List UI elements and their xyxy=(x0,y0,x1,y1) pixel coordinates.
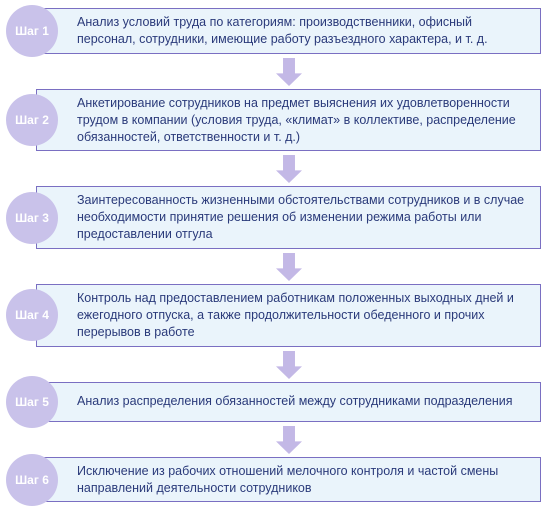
step-box: Анализ распределения обязанностей между … xyxy=(36,382,541,422)
step-box: Исключение из рабочих отношений мелочног… xyxy=(36,457,541,503)
step-row: Анкетирование сотрудников на предмет выя… xyxy=(6,89,541,152)
step-box: Анализ условий труда по категориям: прои… xyxy=(36,8,541,54)
step-row: Анализ условий труда по категориям: прои… xyxy=(6,8,541,54)
down-arrow xyxy=(36,155,541,183)
step-box: Контроль над предоставлением работникам … xyxy=(36,284,541,347)
down-arrow xyxy=(36,253,541,281)
step-badge: Шаг 5 xyxy=(6,376,58,428)
step-badge: Шаг 2 xyxy=(6,94,58,146)
step-badge: Шаг 4 xyxy=(6,289,58,341)
down-arrow xyxy=(36,426,541,454)
step-badge: Шаг 6 xyxy=(6,454,58,506)
step-row: Заинтересованность жизненными обстоятель… xyxy=(6,186,541,249)
process-flowchart: Анализ условий труда по категориям: прои… xyxy=(6,8,541,502)
step-row: Контроль над предоставлением работникам … xyxy=(6,284,541,347)
step-box: Заинтересованность жизненными обстоятель… xyxy=(36,186,541,249)
down-arrow xyxy=(36,351,541,379)
step-row: Исключение из рабочих отношений мелочног… xyxy=(6,457,541,503)
step-badge: Шаг 1 xyxy=(6,5,58,57)
step-badge: Шаг 3 xyxy=(6,192,58,244)
step-box: Анкетирование сотрудников на предмет выя… xyxy=(36,89,541,152)
step-row: Анализ распределения обязанностей между … xyxy=(6,382,541,422)
down-arrow xyxy=(36,58,541,86)
